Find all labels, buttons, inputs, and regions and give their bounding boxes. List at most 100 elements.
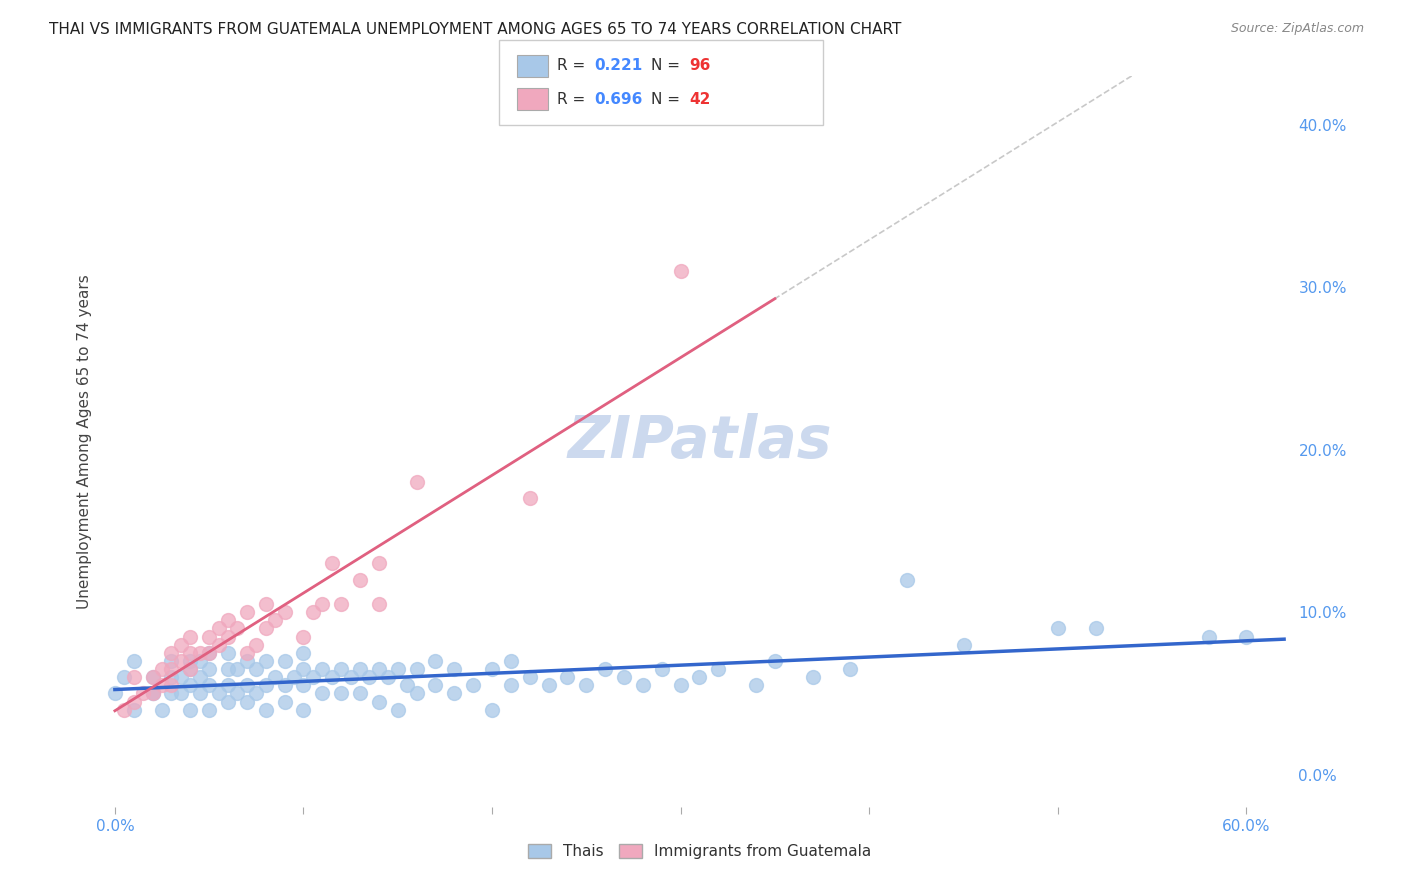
Point — [207, 622, 229, 636]
Point — [283, 670, 305, 684]
Point — [236, 605, 259, 619]
Point — [254, 703, 277, 717]
Point — [142, 670, 165, 684]
Point — [669, 264, 692, 278]
Point — [405, 475, 427, 490]
Point — [236, 654, 259, 668]
Point — [499, 654, 522, 668]
Point — [292, 662, 315, 676]
Point — [311, 686, 333, 700]
Point — [217, 662, 239, 676]
Point — [499, 678, 522, 692]
Point — [179, 662, 201, 676]
Point — [142, 686, 165, 700]
Point — [669, 678, 692, 692]
Point — [292, 630, 315, 644]
Text: ZIPatlas: ZIPatlas — [567, 413, 832, 470]
Point — [170, 638, 193, 652]
Point — [519, 491, 541, 506]
Point — [150, 662, 173, 676]
Point — [188, 654, 211, 668]
Point — [745, 678, 768, 692]
Point — [707, 662, 730, 676]
Point — [132, 686, 155, 700]
Point — [142, 686, 165, 700]
Point — [170, 654, 193, 668]
Point — [349, 686, 371, 700]
Point — [377, 670, 399, 684]
Point — [425, 654, 447, 668]
Point — [801, 670, 824, 684]
Point — [198, 646, 221, 660]
Point — [217, 646, 239, 660]
Point — [150, 678, 173, 692]
Point — [264, 670, 287, 684]
Point — [387, 703, 409, 717]
Point — [311, 597, 333, 611]
Point — [188, 686, 211, 700]
Point — [112, 670, 135, 684]
Point — [236, 646, 259, 660]
Point — [245, 662, 267, 676]
Point — [188, 670, 211, 684]
Point — [122, 670, 145, 684]
Point — [122, 695, 145, 709]
Point — [330, 597, 353, 611]
Point — [160, 662, 183, 676]
Point — [292, 703, 315, 717]
Point — [519, 670, 541, 684]
Text: Source: ZipAtlas.com: Source: ZipAtlas.com — [1230, 22, 1364, 36]
Point — [839, 662, 862, 676]
Point — [122, 654, 145, 668]
Point — [443, 662, 465, 676]
Point — [896, 573, 918, 587]
Point — [330, 662, 353, 676]
Point — [349, 573, 371, 587]
Point — [217, 630, 239, 644]
Point — [537, 678, 560, 692]
Point — [254, 654, 277, 668]
Point — [160, 678, 183, 692]
Point — [359, 670, 381, 684]
Point — [217, 678, 239, 692]
Point — [217, 695, 239, 709]
Point — [207, 638, 229, 652]
Point — [311, 662, 333, 676]
Legend: Thais, Immigrants from Guatemala: Thais, Immigrants from Guatemala — [522, 838, 877, 865]
Point — [198, 662, 221, 676]
Point — [952, 638, 974, 652]
Point — [245, 686, 267, 700]
Point — [463, 678, 485, 692]
Point — [236, 695, 259, 709]
Point — [367, 695, 389, 709]
Point — [405, 686, 427, 700]
Point — [481, 703, 503, 717]
Point — [217, 613, 239, 627]
Point — [1046, 622, 1069, 636]
Text: N =: N = — [651, 92, 685, 107]
Point — [170, 686, 193, 700]
Point — [273, 654, 295, 668]
Point — [339, 670, 361, 684]
Point — [292, 646, 315, 660]
Point — [481, 662, 503, 676]
Point — [1234, 630, 1257, 644]
Point — [367, 597, 389, 611]
Point — [179, 646, 201, 660]
Point — [405, 662, 427, 676]
Point — [170, 670, 193, 684]
Point — [179, 678, 201, 692]
Y-axis label: Unemployment Among Ages 65 to 74 years: Unemployment Among Ages 65 to 74 years — [76, 274, 91, 609]
Point — [321, 557, 343, 571]
Point — [302, 605, 325, 619]
Point — [557, 670, 579, 684]
Text: N =: N = — [651, 58, 685, 73]
Text: 42: 42 — [689, 92, 710, 107]
Point — [226, 662, 249, 676]
Point — [179, 703, 201, 717]
Point — [651, 662, 673, 676]
Point — [142, 686, 165, 700]
Text: 0.696: 0.696 — [595, 92, 643, 107]
Point — [150, 703, 173, 717]
Point — [321, 670, 343, 684]
